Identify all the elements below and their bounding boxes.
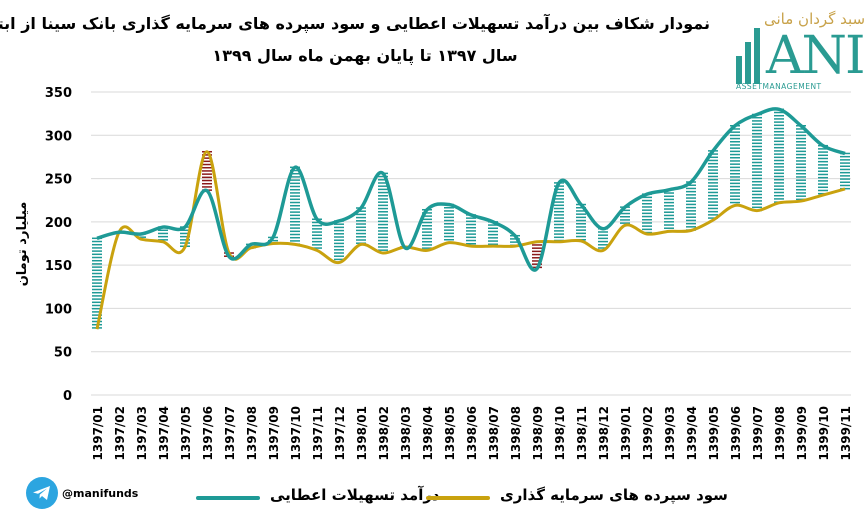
gap-bar	[752, 113, 762, 212]
y-tick-label: 50	[54, 346, 72, 361]
logo-subtitle: ASSETMANAGEMENT	[736, 82, 822, 91]
y-tick-label: 0	[63, 389, 72, 404]
gap-bar	[334, 220, 344, 261]
x-tick-label: 1398/04	[421, 406, 435, 460]
gap-bar	[444, 203, 454, 241]
x-tick-label: 1398/06	[465, 406, 479, 460]
x-tick-label: 1398/10	[553, 406, 567, 460]
legend-deposit-label: سود سپرده های سرمایه گذاری	[500, 486, 728, 504]
x-tick-label: 1398/12	[597, 406, 611, 460]
mani-logo: سبد گردان مانی ANI ASSETMANAGEMENT	[730, 8, 865, 92]
y-tick-label: 150	[45, 259, 72, 274]
x-tick-label: 1399/03	[663, 406, 677, 460]
telegram-icon[interactable]	[26, 477, 58, 509]
gap-bar	[818, 144, 828, 195]
gap-bar	[598, 228, 608, 249]
chart-title-line-2: سال ۱۳۹۷ تا پایان بهمن ماه سال ۱۳۹۹	[212, 46, 518, 65]
series-line-income	[96, 107, 846, 272]
y-tick-label: 250	[45, 173, 72, 188]
x-tick-labels: 1397/01 1397/02 1397/03 1397/04 1397/05 1397/…	[91, 406, 853, 460]
x-tick-label: 1397/05	[179, 406, 193, 460]
series-lines	[95, 107, 846, 330]
gap-bar	[840, 152, 850, 190]
x-tick-label: 1397/10	[289, 406, 303, 460]
y-tick-label: 300	[45, 129, 72, 144]
y-tick-label: 200	[45, 216, 72, 231]
y-axis-label: میلیارد تومان	[15, 202, 30, 287]
x-tick-label: 1397/09	[267, 406, 281, 460]
gap-bar	[796, 125, 806, 201]
x-tick-label: 1399/06	[729, 406, 743, 460]
gap-bar	[708, 150, 718, 219]
series-line-deposit	[95, 150, 846, 330]
x-tick-label: 1397/12	[333, 406, 347, 460]
x-tick-label: 1398/05	[443, 406, 457, 460]
x-tick-label: 1398/03	[399, 406, 413, 460]
x-tick-label: 1397/07	[223, 406, 237, 460]
x-tick-label: 1398/09	[531, 406, 545, 460]
x-tick-label: 1399/05	[707, 406, 721, 460]
x-tick-label: 1397/04	[157, 406, 171, 460]
telegram-handle[interactable]: @manifunds	[62, 487, 139, 500]
gap-hatching	[92, 108, 850, 329]
x-tick-label: 1399/07	[751, 406, 765, 460]
x-tick-label: 1397/03	[135, 406, 149, 460]
x-tick-label: 1399/04	[685, 406, 699, 460]
x-tick-label: 1399/09	[795, 406, 809, 460]
gap-bar	[686, 181, 696, 231]
gap-bar	[774, 108, 784, 203]
x-tick-label: 1397/06	[201, 406, 215, 460]
logo-bars-icon	[736, 28, 760, 84]
gap-bar	[730, 125, 740, 204]
x-tick-label: 1399/10	[817, 406, 831, 460]
x-tick-label: 1398/11	[575, 406, 589, 460]
y-tick-label: 350	[45, 86, 72, 101]
x-tick-label: 1399/11	[839, 406, 853, 460]
y-tick-label: 100	[45, 302, 72, 317]
x-tick-label: 1397/08	[245, 406, 259, 460]
y-tick-labels: 0 50 100 150 200 250 300 350	[45, 86, 72, 404]
x-tick-label: 1397/01	[91, 406, 105, 460]
chart-title-line-1: نمودار شکاف بین درآمد تسهیلات اعطایی و س…	[0, 14, 710, 33]
x-tick-label: 1398/07	[487, 406, 501, 460]
x-tick-label: 1398/01	[355, 406, 369, 460]
legend-income-swatch	[196, 496, 260, 500]
legend-deposit-swatch	[426, 496, 490, 500]
x-tick-label: 1399/08	[773, 406, 787, 460]
x-tick-label: 1399/01	[619, 406, 633, 460]
legend-income-label: درآمد تسهیلات اعطایی	[270, 486, 440, 504]
gap-bar	[642, 193, 652, 234]
gap-bar	[664, 189, 674, 229]
x-tick-label: 1398/08	[509, 406, 523, 460]
x-tick-label: 1397/02	[113, 406, 127, 460]
x-tick-label: 1398/02	[377, 406, 391, 460]
x-tick-label: 1399/02	[641, 406, 655, 460]
x-tick-label: 1397/11	[311, 406, 325, 460]
gap-bar	[466, 214, 476, 245]
logo-ani-text: ANI	[766, 26, 865, 86]
logo-persian-text: سبد گردان مانی	[764, 10, 865, 28]
